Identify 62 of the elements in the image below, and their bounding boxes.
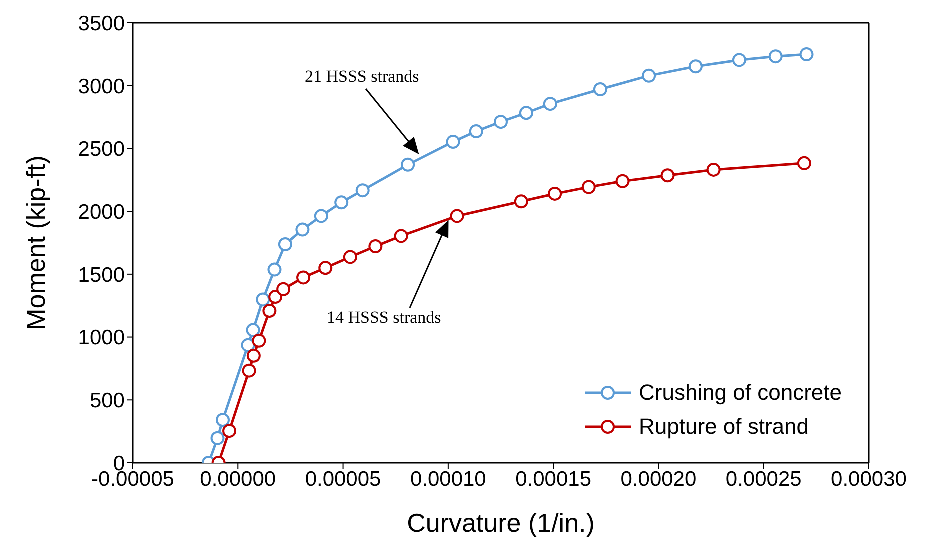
point	[262, 304, 277, 318]
y-axis-title: Moment (kip-ft)	[21, 156, 52, 330]
point	[593, 82, 608, 97]
point	[246, 348, 261, 363]
point	[732, 53, 746, 68]
x-tick-label: 0.00010	[410, 468, 486, 491]
y-tick-label: 2500	[78, 138, 125, 162]
y-tick-label: 1500	[78, 264, 125, 287]
y-tick-label: 3000	[78, 75, 125, 98]
point	[519, 106, 534, 120]
point	[242, 364, 256, 378]
point	[318, 261, 333, 276]
point	[469, 124, 484, 138]
point	[334, 196, 349, 210]
point	[688, 60, 703, 74]
point	[296, 270, 311, 285]
legend-label: Rupture of strand	[639, 414, 809, 440]
point	[216, 413, 230, 428]
point	[368, 240, 383, 254]
point	[543, 97, 558, 112]
point	[548, 186, 562, 201]
y-tick-label: 2000	[78, 201, 125, 224]
point	[768, 50, 783, 64]
x-tick-label: 0.00020	[620, 468, 697, 491]
point	[642, 68, 656, 83]
x-tick-label: 0.00015	[516, 468, 592, 491]
y-tick-label: 1000	[78, 326, 125, 350]
x-tick-label: 0.00005	[305, 468, 382, 491]
point	[296, 222, 310, 237]
x-tick-label: 0.00030	[831, 468, 907, 491]
point	[582, 180, 596, 194]
point	[394, 229, 408, 244]
point	[252, 334, 266, 348]
point	[210, 431, 225, 446]
annotation: 21 HSSS strands	[305, 67, 420, 86]
point	[800, 48, 814, 62]
y-tick-label: 3500	[78, 12, 125, 36]
point	[268, 262, 282, 277]
point	[706, 162, 721, 177]
point	[256, 292, 270, 307]
x-tick-label: 0.00025	[726, 468, 802, 491]
point	[616, 174, 630, 188]
y-tick-label: 500	[90, 390, 125, 413]
point	[660, 168, 675, 183]
point	[222, 424, 237, 438]
point	[276, 282, 291, 296]
x-tick-label: 0.00000	[200, 468, 276, 491]
point	[401, 158, 416, 172]
point	[494, 115, 508, 130]
annotation: 14 HSSS strands	[327, 308, 442, 327]
point	[246, 323, 260, 338]
point	[797, 156, 812, 170]
point	[450, 209, 464, 224]
point	[514, 194, 528, 209]
x-axis-title: Curvature (1/in.)	[407, 508, 595, 538]
point	[278, 238, 292, 252]
point	[268, 290, 283, 304]
point	[446, 135, 460, 150]
legend-label: Crushing of concrete	[639, 380, 842, 406]
point	[343, 250, 358, 264]
point	[356, 184, 370, 198]
point	[314, 209, 328, 224]
